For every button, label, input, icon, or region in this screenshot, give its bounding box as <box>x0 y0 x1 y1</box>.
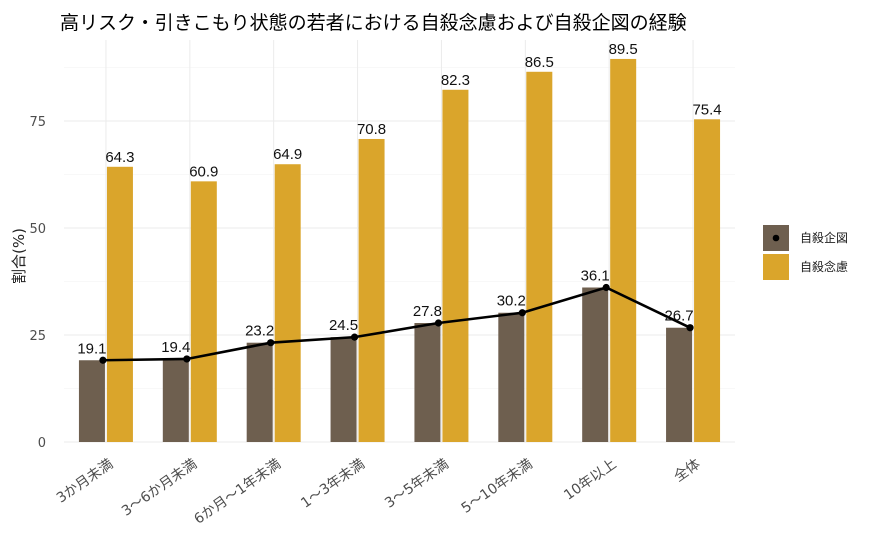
point-attempt <box>183 355 191 363</box>
legend-label-ideation: 自殺念慮 <box>800 259 848 274</box>
y-axis-label: 割合(%) <box>10 228 28 284</box>
data-label-ideation: 82.3 <box>441 72 470 89</box>
bar-attempt <box>330 337 357 442</box>
y-tick-label: 0 <box>38 436 46 451</box>
data-label-attempt: 27.8 <box>413 303 442 320</box>
y-axis-ticks: 0 25 50 75 <box>29 115 46 451</box>
data-label-ideation: 70.8 <box>357 121 386 138</box>
bar-ideation <box>694 119 721 443</box>
data-label-attempt: 24.5 <box>329 317 358 334</box>
data-label-attempt: 23.2 <box>245 323 274 340</box>
bars <box>78 58 721 443</box>
bar-attempt <box>246 342 273 442</box>
data-label-ideation: 64.3 <box>105 149 134 166</box>
data-label-ideation: 86.5 <box>525 54 554 71</box>
data-label-attempt: 30.2 <box>497 293 526 310</box>
bar-ideation <box>526 71 553 442</box>
data-label-attempt: 19.4 <box>161 339 190 356</box>
point-attempt <box>267 339 275 347</box>
point-attempt <box>518 309 526 317</box>
point-attempt <box>434 319 443 327</box>
bar-attempt <box>162 358 189 442</box>
attempt-line <box>99 283 694 364</box>
data-label-attempt: 19.1 <box>77 340 106 357</box>
bar-ideation <box>190 181 217 442</box>
legend-point-attempt <box>772 234 780 242</box>
series-line-attempt <box>102 286 691 362</box>
point-attempt <box>350 333 359 341</box>
bar-ideation <box>610 58 637 442</box>
legend-label-attempt: 自殺企図 <box>800 230 848 245</box>
chart-title: 高リスク・引きこもり状態の若者における自殺念慮および自殺企図の経験 <box>60 11 687 34</box>
data-label-ideation: 75.4 <box>692 101 721 118</box>
legend-swatch-ideation <box>763 254 789 280</box>
bar-ideation <box>106 166 133 442</box>
data-labels: 64.3 19.1 60.9 19.4 64.9 23.2 70.8 24.5 82.3 27.8… <box>77 41 721 357</box>
data-label-ideation: 60.9 <box>189 163 218 180</box>
y-tick-label: 25 <box>29 329 46 344</box>
bar-ideation <box>358 138 385 442</box>
bar-attempt <box>78 360 105 442</box>
bar-ideation <box>442 89 469 443</box>
y-tick-label: 75 <box>29 115 46 130</box>
data-label-ideation: 89.5 <box>609 41 638 58</box>
bar-attempt <box>414 323 441 442</box>
point-attempt <box>602 283 610 292</box>
point-attempt <box>99 356 107 364</box>
data-label-attempt: 36.1 <box>581 267 610 284</box>
bar-attempt <box>498 312 525 442</box>
bar-attempt <box>666 327 693 442</box>
data-label-attempt: 26.7 <box>664 308 693 325</box>
y-tick-label: 50 <box>29 222 46 237</box>
bar-ideation <box>274 164 301 442</box>
legend: 自殺企図 自殺念慮 <box>763 225 848 280</box>
bar-attempt <box>582 287 609 442</box>
data-label-ideation: 64.9 <box>273 146 302 163</box>
point-attempt <box>686 324 694 332</box>
grid <box>64 40 735 443</box>
